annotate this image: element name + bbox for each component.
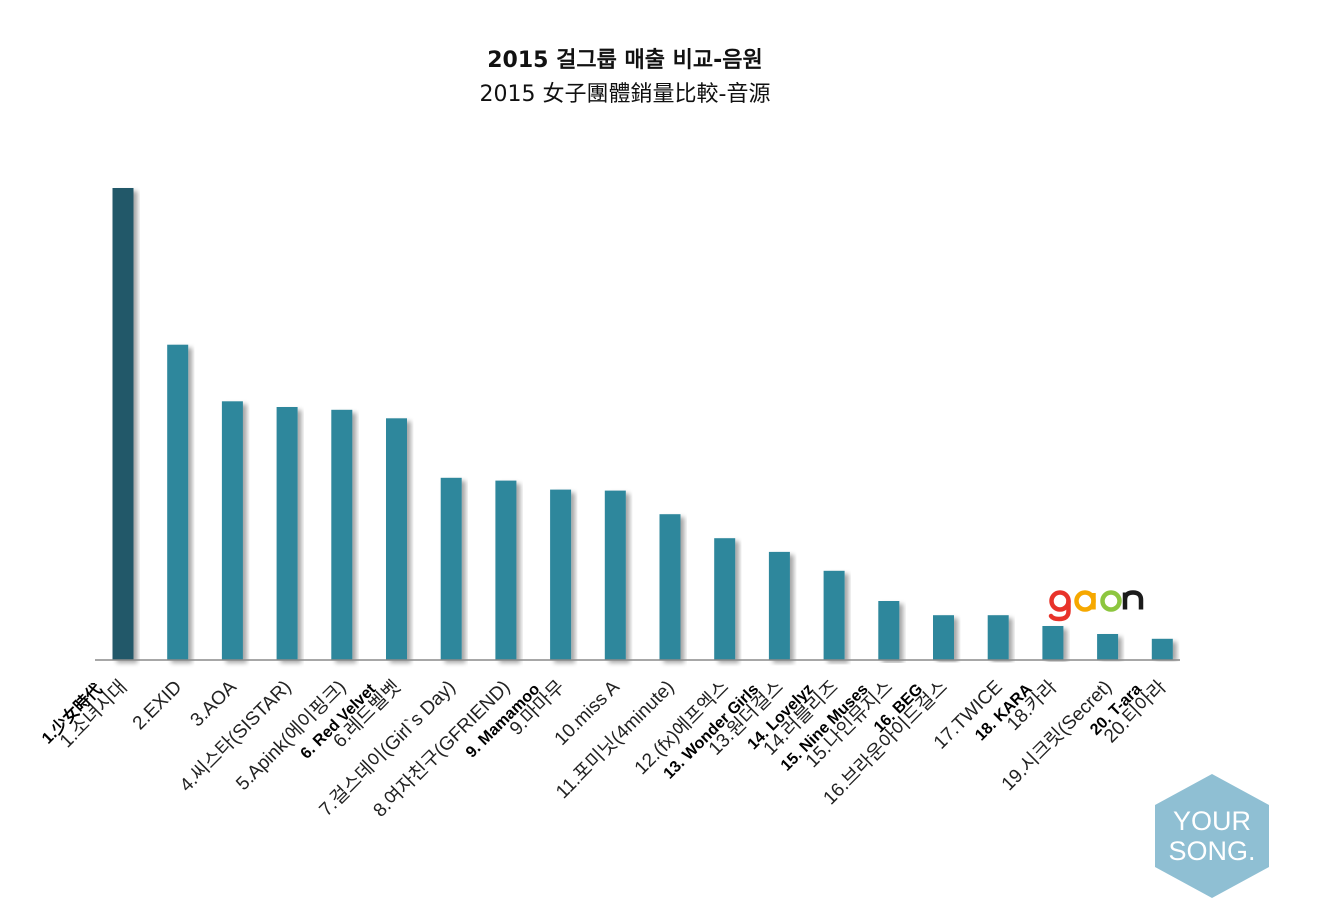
bar-10 bbox=[604, 490, 626, 660]
bar-20 bbox=[1151, 638, 1173, 660]
chart-title: 2015 걸그룹 매출 비교-음원 bbox=[487, 48, 763, 73]
bar-2 bbox=[167, 344, 189, 660]
bar-9 bbox=[550, 489, 572, 660]
bar-5 bbox=[331, 409, 353, 660]
bar-1 bbox=[112, 188, 134, 660]
bar-15 bbox=[878, 601, 900, 660]
gaon-logo bbox=[1048, 590, 1144, 622]
bar-17 bbox=[987, 615, 1009, 660]
chart-subtitle: 2015 女子團體銷量比較-音源 bbox=[479, 82, 771, 107]
bar-18 bbox=[1042, 626, 1064, 660]
x-tick-label: 3.AOA bbox=[186, 676, 241, 731]
bar-19 bbox=[1097, 634, 1119, 660]
x-tick-label: 2.EXID bbox=[129, 677, 186, 734]
bar-8 bbox=[495, 480, 517, 660]
badge-line2: SONG. bbox=[1168, 836, 1255, 866]
bar-11 bbox=[659, 514, 681, 660]
bar-12 bbox=[714, 538, 736, 660]
bar-16 bbox=[933, 615, 954, 660]
bar-7 bbox=[440, 477, 462, 660]
bar-13 bbox=[768, 551, 790, 660]
bar-6 bbox=[386, 418, 407, 660]
badge-line1: YOUR bbox=[1173, 806, 1251, 836]
yoursong-badge: YOUR SONG. bbox=[1155, 774, 1269, 898]
bar-3 bbox=[221, 401, 243, 660]
bar-4 bbox=[276, 407, 298, 660]
bar-14 bbox=[823, 570, 845, 660]
